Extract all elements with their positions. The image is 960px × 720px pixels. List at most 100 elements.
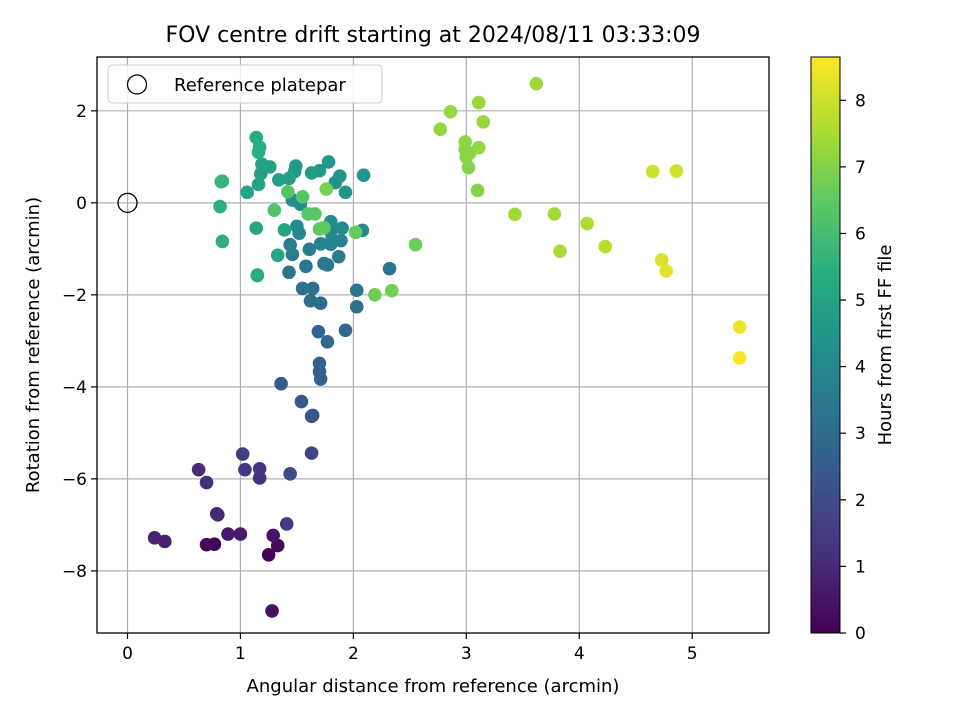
colorbar-tick-label: 6 — [855, 224, 866, 244]
data-point — [295, 281, 310, 296]
data-point — [443, 104, 458, 119]
data-point — [659, 264, 674, 278]
colorbar-tick-label: 3 — [855, 424, 866, 444]
data-point — [349, 283, 364, 298]
data-point — [282, 171, 296, 186]
data-point — [313, 296, 328, 310]
data-point — [669, 164, 684, 178]
data-point — [408, 237, 423, 252]
data-point — [147, 530, 162, 545]
data-point — [308, 207, 322, 221]
y-axis-label: Rotation from reference (arcmin) — [23, 197, 44, 493]
data-point — [302, 242, 317, 257]
colorbar-tick-label: 7 — [855, 158, 866, 178]
x-axis: 0 1 2 3 4 5 — [122, 633, 698, 664]
data-point — [294, 394, 309, 409]
data-point — [211, 507, 225, 522]
data-point — [249, 221, 264, 235]
data-point — [281, 184, 295, 199]
data-point — [311, 324, 326, 339]
data-point — [207, 537, 222, 552]
data-point — [335, 221, 349, 235]
x-tick-label: 5 — [687, 644, 698, 664]
data-point — [333, 169, 347, 183]
data-point — [320, 258, 335, 272]
y-tick-label: −4 — [62, 378, 87, 398]
data-point — [233, 527, 248, 541]
data-point — [215, 174, 230, 189]
data-point — [305, 408, 320, 423]
data-point — [476, 115, 491, 129]
data-point — [267, 203, 282, 218]
data-point — [313, 236, 328, 251]
data-point — [265, 604, 279, 618]
legend-marker-icon — [126, 74, 148, 95]
legend-entry-reference-platepar: Reference platepar — [174, 75, 346, 96]
data-point — [266, 528, 280, 543]
data-point — [299, 259, 313, 274]
data-point — [433, 122, 448, 137]
data-point — [320, 334, 335, 349]
data-point — [645, 164, 660, 179]
x-tick-label: 2 — [348, 644, 359, 664]
data-point — [263, 160, 277, 174]
data-point — [304, 446, 319, 460]
data-point — [277, 223, 292, 237]
data-point — [384, 283, 399, 298]
colorbar-gradient — [810, 56, 841, 634]
data-point — [252, 140, 267, 154]
colorbar-tick-label: 4 — [855, 358, 866, 378]
data-point — [338, 323, 353, 338]
data-point — [654, 253, 669, 267]
y-tick-label: −8 — [62, 562, 87, 582]
x-tick-label: 4 — [574, 644, 585, 664]
data-point — [470, 183, 485, 198]
data-point — [580, 216, 594, 231]
data-point — [213, 199, 227, 214]
data-point — [283, 467, 297, 481]
legend-box — [107, 64, 383, 104]
grid-lines — [97, 57, 769, 633]
data-point — [238, 462, 252, 477]
colorbar-label: Hours from first FF file — [875, 245, 896, 446]
data-point — [348, 225, 363, 240]
data-points — [117, 76, 747, 618]
data-point — [312, 356, 327, 371]
data-point — [349, 300, 364, 314]
data-point — [235, 447, 250, 461]
x-axis-label: Angular distance from reference (arcmin) — [247, 676, 620, 697]
data-point — [274, 376, 288, 391]
colorbar-tick-label: 1 — [855, 557, 866, 577]
data-point — [290, 219, 304, 234]
data-point — [261, 547, 276, 562]
data-point — [368, 288, 382, 302]
data-point — [191, 462, 206, 477]
data-point — [547, 207, 562, 221]
y-axis: −8 −6 −4 −2 0 2 — [62, 102, 97, 582]
chart-title: FOV centre drift starting at 2024/08/11 … — [166, 23, 701, 48]
y-tick-label: −6 — [62, 470, 87, 490]
legend: Reference platepar — [107, 64, 383, 104]
colorbar-tick-label: 0 — [855, 624, 866, 644]
x-tick-label: 0 — [122, 644, 133, 664]
data-point — [553, 244, 567, 258]
reference-platepar-marker — [117, 192, 138, 213]
data-point — [471, 140, 486, 155]
data-point — [471, 95, 486, 110]
data-point — [382, 261, 397, 276]
data-point — [331, 249, 346, 264]
data-point — [598, 239, 613, 254]
data-point — [321, 155, 336, 169]
data-point — [304, 166, 319, 180]
data-point — [461, 160, 476, 175]
data-point — [732, 320, 747, 334]
data-point — [221, 527, 235, 541]
data-point — [250, 268, 265, 283]
colorbar-tick-label: 8 — [855, 91, 866, 111]
data-point — [252, 461, 267, 476]
y-tick-label: 0 — [76, 194, 87, 214]
data-point — [732, 351, 747, 365]
x-tick-label: 1 — [235, 644, 246, 664]
y-tick-label: 2 — [76, 102, 87, 122]
